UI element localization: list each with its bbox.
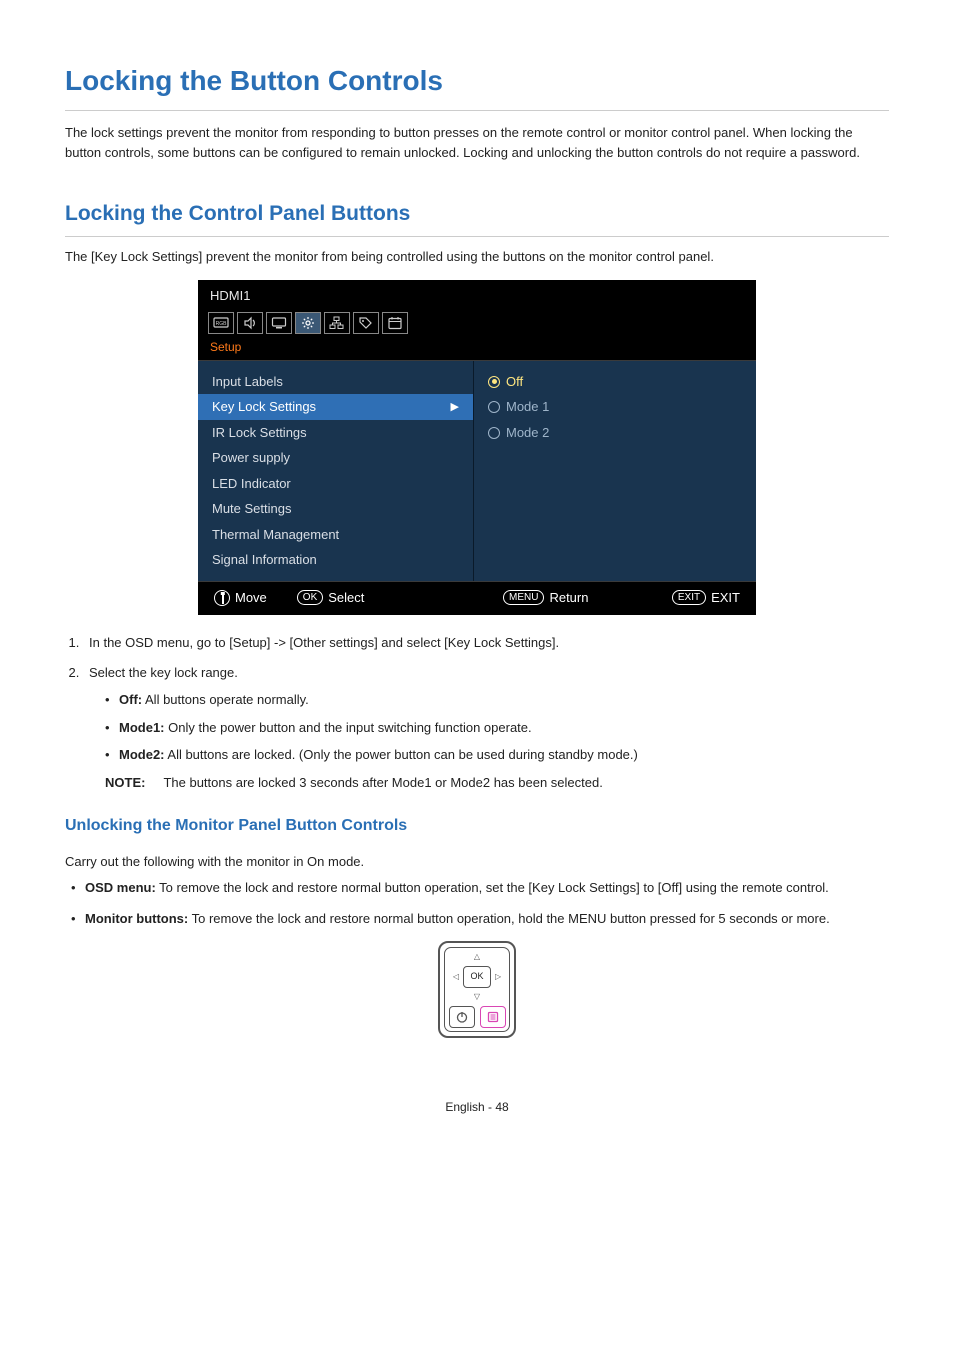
mode-label: Mode2: — [119, 747, 165, 762]
page-footer: English - 48 — [65, 1098, 889, 1116]
osd-option: Mode 1 — [488, 394, 756, 420]
unlock-bullet: Monitor buttons: To remove the lock and … — [65, 909, 889, 929]
osd-menu-item: Power supply — [198, 445, 473, 471]
osd-screenshot: HDMI1 RGB Setup Input Labels Key Lock Se… — [198, 280, 756, 615]
exit-key-icon: EXIT — [672, 590, 706, 605]
subsection-title: Unlocking the Monitor Panel Button Contr… — [65, 814, 889, 838]
osd-menu-item-label: Signal Information — [212, 550, 317, 570]
bullet-text: To remove the lock and restore normal bu… — [188, 911, 829, 926]
osd-category-label: Setup — [198, 336, 756, 360]
step-text: Select the key lock range. — [89, 665, 238, 680]
osd-footer: Move OK Select MENU Return EXIT EXIT — [198, 581, 756, 616]
section-paragraph: The [Key Lock Settings] prevent the moni… — [65, 247, 889, 267]
mode-list: Off: All buttons operate normally. Mode1… — [105, 690, 889, 765]
osd-menu-item-label: IR Lock Settings — [212, 423, 307, 443]
step-item: In the OSD menu, go to [Setup] -> [Other… — [83, 633, 889, 653]
osd-hint-label: EXIT — [711, 588, 740, 608]
steps-list: In the OSD menu, go to [Setup] -> [Other… — [83, 633, 889, 792]
osd-menu-item: IR Lock Settings — [198, 420, 473, 446]
osd-menu-item-label: Key Lock Settings — [212, 397, 316, 417]
chevron-right-icon: ▶ — [451, 399, 459, 416]
unlock-bullet-list: OSD menu: To remove the lock and restore… — [65, 878, 889, 929]
osd-hint-move: Move — [214, 588, 267, 608]
osd-menu-item-label: Power supply — [212, 448, 290, 468]
mode-label: Off: — [119, 692, 142, 707]
mode-item: Mode1: Only the power button and the inp… — [105, 718, 889, 738]
mode-item: Off: All buttons operate normally. — [105, 690, 889, 710]
bullet-text: To remove the lock and restore normal bu… — [156, 880, 829, 895]
radio-icon — [488, 427, 500, 439]
osd-hint-select: OK Select — [297, 588, 365, 608]
bullet-label: OSD menu: — [85, 880, 156, 895]
osd-menu-item-selected: Key Lock Settings ▶ — [198, 394, 473, 420]
osd-tab-network-icon — [324, 312, 350, 334]
osd-menu-item: Thermal Management — [198, 522, 473, 548]
osd-option-selected: Off — [488, 369, 756, 395]
mode-item: Mode2: All buttons are locked. (Only the… — [105, 745, 889, 765]
osd-input-label: HDMI1 — [198, 280, 756, 308]
mode-text: Only the power button and the input swit… — [165, 720, 532, 735]
note-label: NOTE: — [105, 773, 145, 793]
osd-tab-video-icon: RGB — [208, 312, 234, 334]
osd-option-label: Mode 1 — [506, 397, 549, 417]
radio-selected-icon — [488, 376, 500, 388]
osd-hint-label: Select — [328, 588, 364, 608]
osd-tab-audio-icon — [237, 312, 263, 334]
osd-hint-return: MENU Return — [503, 588, 588, 608]
up-arrow-icon: △ — [474, 951, 480, 963]
section-title: Locking the Control Panel Buttons — [65, 198, 889, 237]
osd-menu-list: Input Labels Key Lock Settings ▶ IR Lock … — [198, 361, 473, 581]
osd-menu-item-label: Input Labels — [212, 372, 283, 392]
unlock-bullet: OSD menu: To remove the lock and restore… — [65, 878, 889, 898]
osd-menu-item: Signal Information — [198, 547, 473, 573]
osd-tab-schedule-icon — [382, 312, 408, 334]
note-row: NOTE: The buttons are locked 3 seconds a… — [105, 773, 889, 793]
osd-menu-item-label: LED Indicator — [212, 474, 291, 494]
osd-option-list: Off Mode 1 Mode 2 — [473, 361, 756, 581]
bullet-label: Monitor buttons: — [85, 911, 188, 926]
osd-option: Mode 2 — [488, 420, 756, 446]
osd-menu-item-label: Thermal Management — [212, 525, 339, 545]
osd-menu-item: LED Indicator — [198, 471, 473, 497]
svg-text:RGB: RGB — [216, 321, 228, 327]
osd-hint-label: Move — [235, 588, 267, 608]
right-arrow-icon: ▷ — [495, 971, 501, 983]
osd-menu-item: Input Labels — [198, 369, 473, 395]
mode-text: All buttons are locked. (Only the power … — [165, 747, 638, 762]
note-text: The buttons are locked 3 seconds after M… — [163, 773, 602, 793]
mode-text: All buttons operate normally. — [142, 692, 309, 707]
osd-tab-screen-icon — [266, 312, 292, 334]
osd-menu-item-label: Mute Settings — [212, 499, 292, 519]
intro-paragraph: The lock settings prevent the monitor fr… — [65, 123, 889, 163]
monitor-button-panel-diagram: △ ◁ OK ▷ ▽ — [438, 941, 516, 1038]
osd-hint-label: Return — [549, 588, 588, 608]
osd-option-label: Off — [506, 372, 523, 392]
left-arrow-icon: ◁ — [453, 971, 459, 983]
ok-key-icon: OK — [297, 590, 323, 605]
osd-option-label: Mode 2 — [506, 423, 549, 443]
dpad-icon — [214, 590, 230, 606]
unlock-intro: Carry out the following with the monitor… — [65, 852, 889, 872]
down-arrow-icon: ▽ — [474, 991, 480, 1003]
osd-tab-bar: RGB — [198, 308, 756, 336]
power-button-diagram — [449, 1006, 475, 1028]
osd-tab-tag-icon — [353, 312, 379, 334]
main-title: Locking the Button Controls — [65, 60, 889, 111]
osd-menu-item: Mute Settings — [198, 496, 473, 522]
menu-key-icon: MENU — [503, 590, 544, 605]
osd-tab-setup-icon — [295, 312, 321, 334]
menu-button-diagram-highlighted — [480, 1006, 506, 1028]
ok-button-diagram: OK — [463, 966, 491, 988]
step-item: Select the key lock range. Off: All butt… — [83, 663, 889, 793]
osd-hint-exit: EXIT EXIT — [672, 588, 740, 608]
mode-label: Mode1: — [119, 720, 165, 735]
radio-icon — [488, 401, 500, 413]
